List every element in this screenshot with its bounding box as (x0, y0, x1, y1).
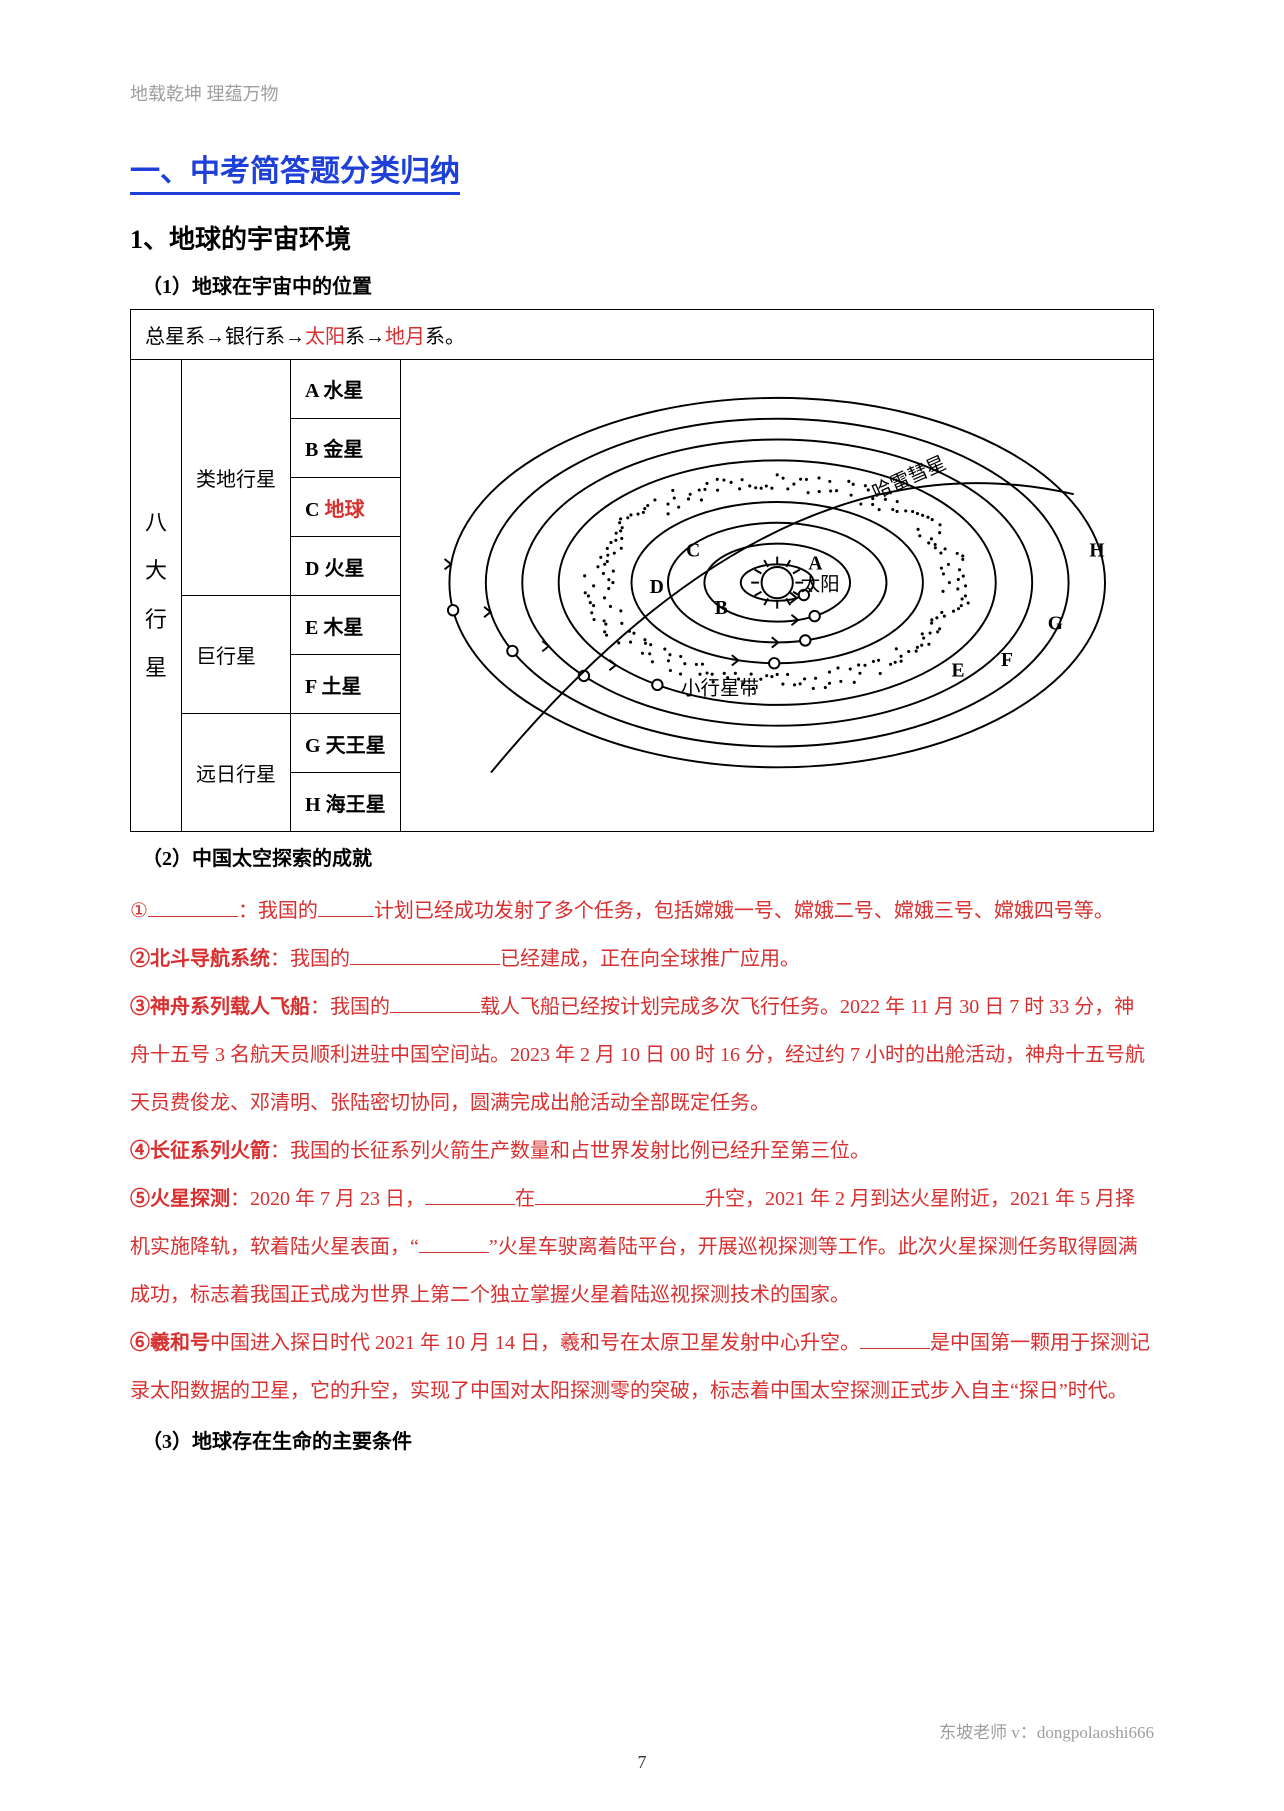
item-1-title: （1）地球在宇宙中的位置 (142, 270, 1154, 299)
footer-attribution: 东坡老师 v：dongpolaoshi666 (939, 1718, 1154, 1743)
planet-a: A 水星 (291, 360, 401, 418)
item-3-title: （3）地球存在生命的主要条件 (142, 1425, 1154, 1454)
hierarchy-pre: 总星系→银行系→ (145, 326, 305, 348)
hierarchy-red2: 地月 (385, 326, 425, 348)
achievement-4: ④长征系列火箭：我国的长征系列火箭生产数量和占世界发射比例已经升至第三位。 (130, 1127, 1154, 1175)
main-title: 一、中考简答题分类归纳 (130, 146, 460, 195)
planet-section: 八大行星 类地行星 A 水星 B 金星 C 地球 D 火星 巨行星 E 木星 F… (130, 360, 1154, 832)
svg-text:A: A (808, 554, 822, 575)
svg-text:H: H (1089, 541, 1104, 562)
svg-text:小行星带: 小行星带 (681, 677, 759, 699)
achievement-6: ⑥羲和号中国进入探日时代 2021 年 10 月 14 日，羲和号在太原卫星发射… (130, 1319, 1154, 1415)
svg-text:G: G (1047, 613, 1062, 634)
svg-text:E: E (951, 660, 964, 681)
page-number: 7 (0, 1752, 1284, 1773)
planet-h: H 海王星 (291, 773, 401, 832)
header-tagline: 地载乾坤 理蕴万物 (130, 80, 1154, 106)
hierarchy-line: 总星系→银行系→太阳系→地月系。 (130, 309, 1154, 360)
hierarchy-red1: 太阳 (305, 326, 345, 348)
page: 地载乾坤 理蕴万物 一、中考简答题分类归纳 1、地球的宇宙环境 （1）地球在宇宙… (0, 0, 1284, 1811)
achievement-5: ⑤火星探测：2020 年 7 月 23 日，在升空，2021 年 2 月到达火星… (130, 1175, 1154, 1319)
sub-title: 1、地球的宇宙环境 (130, 219, 1154, 256)
achievement-1: ①：我国的计划已经成功发射了多个任务，包括嫦娥一号、嫦娥二号、嫦娥三号、嫦娥四号… (130, 887, 1154, 935)
planet-e: E 木星 (291, 596, 401, 655)
achievement-2: ②北斗导航系统：我国的已经建成，正在向全球推广应用。 (130, 935, 1154, 983)
achievements-body: ①：我国的计划已经成功发射了多个任务，包括嫦娥一号、嫦娥二号、嫦娥三号、嫦娥四号… (130, 887, 1154, 1415)
svg-text:太阳: 太阳 (800, 573, 839, 595)
planet-b: B 金星 (291, 418, 401, 477)
planet-f: F 土星 (291, 655, 401, 714)
achievement-3: ③神舟系列载人飞船：我国的载人飞船已经按计划完成多次飞行任务。2022 年 11… (130, 983, 1154, 1127)
svg-text:B: B (714, 598, 727, 619)
planet-d: D 火星 (291, 537, 401, 596)
planet-table: 八大行星 类地行星 A 水星 B 金星 C 地球 D 火星 巨行星 E 木星 F… (131, 360, 401, 831)
hierarchy-post: 系。 (425, 326, 465, 348)
hierarchy-mid: 系→ (345, 326, 385, 348)
svg-text:C: C (686, 541, 700, 562)
group-terrestrial: 类地行星 (182, 360, 291, 596)
svg-text:F: F (1001, 650, 1013, 671)
solar-system-svg: ABCDEFGH哈雷彗星小行星带太阳 (413, 372, 1141, 819)
item-2-title: （2）中国太空探索的成就 (142, 842, 1154, 871)
planet-g: G 天王星 (291, 714, 401, 773)
group-giant: 巨行星 (182, 596, 291, 714)
group-outer: 远日行星 (182, 714, 291, 832)
solar-system-diagram: ABCDEFGH哈雷彗星小行星带太阳 (401, 360, 1153, 831)
planet-vertical-label: 八大行星 (131, 360, 182, 831)
svg-text:D: D (649, 577, 663, 598)
planet-c: C 地球 (291, 478, 401, 537)
